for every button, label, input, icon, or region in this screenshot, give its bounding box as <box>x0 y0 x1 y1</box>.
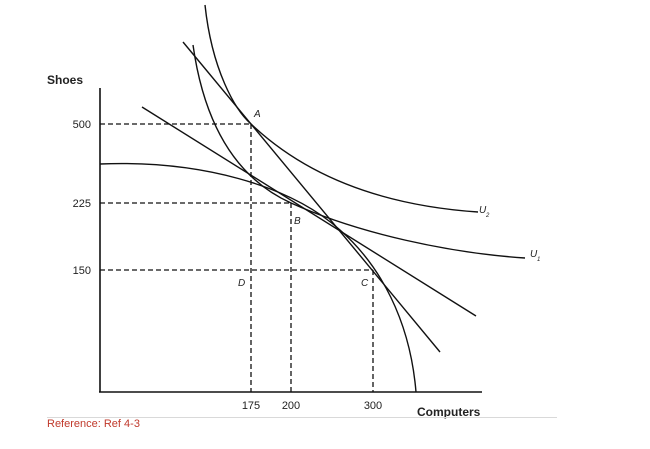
curve-label-u1: U 1 <box>530 249 540 263</box>
curve-label-u1-sub: 1 <box>537 257 540 263</box>
production-frontier-curve <box>99 162 417 393</box>
curve-label-u2: U 2 <box>479 205 490 219</box>
x-axis-title: Computers <box>417 405 481 419</box>
curve-label-u2-letter: U <box>479 205 487 216</box>
reference-divider <box>47 417 557 418</box>
price-line-steep <box>182 41 441 353</box>
y-tick-225: 225 <box>73 198 91 210</box>
curve-label-u1-letter: U <box>530 249 538 260</box>
point-label-a: A <box>253 109 261 120</box>
y-tick-150: 150 <box>73 265 91 277</box>
point-label-c: C <box>361 278 369 289</box>
x-tick-300: 300 <box>364 400 382 412</box>
point-label-d: D <box>238 278 245 289</box>
x-tick-200: 200 <box>282 400 300 412</box>
y-tick-500: 500 <box>73 119 91 131</box>
dashed-guides <box>100 123 374 392</box>
indifference-curve-u1 <box>192 44 526 259</box>
y-axis-title: Shoes <box>47 73 83 87</box>
indifference-curve-u2 <box>204 4 479 213</box>
curve-label-u2-sub: 2 <box>485 213 490 219</box>
price-line-flat <box>141 106 477 317</box>
reference-text: Reference: Ref 4-3 <box>47 418 140 430</box>
x-tick-175: 175 <box>242 400 260 412</box>
point-label-b: B <box>294 216 301 227</box>
